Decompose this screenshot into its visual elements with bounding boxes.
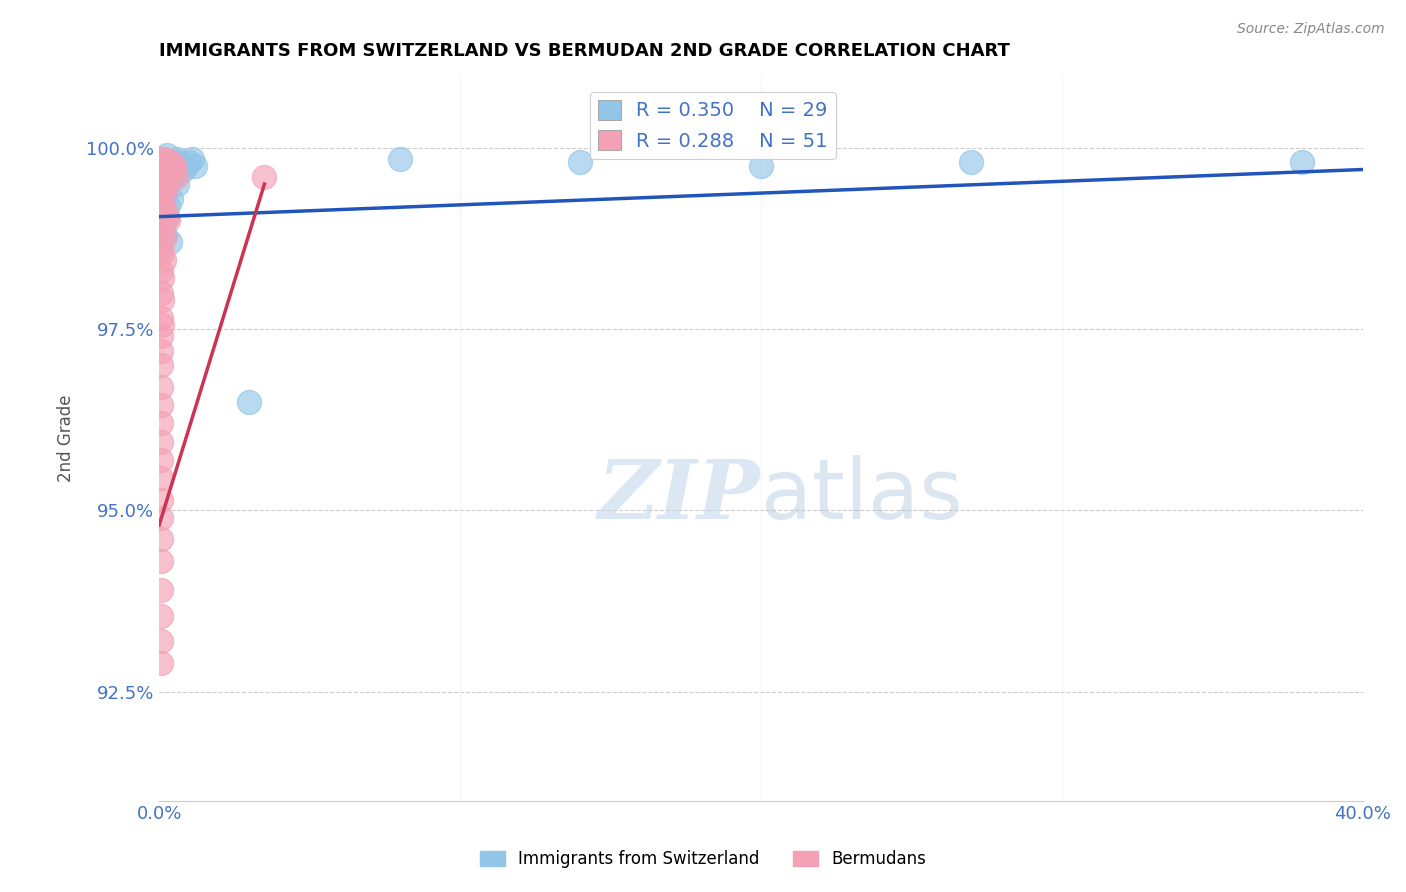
Point [152, 231, 174, 245]
Point [163, 159, 186, 173]
Point [150, 318, 173, 333]
Point [152, 253, 174, 268]
Point [157, 173, 180, 187]
Point [160, 192, 183, 206]
Point [153, 184, 176, 198]
Point [166, 152, 188, 166]
Point [157, 199, 180, 213]
Point [153, 206, 176, 220]
Y-axis label: 2nd Grade: 2nd Grade [58, 394, 75, 482]
Point [153, 152, 176, 166]
Point [149, 192, 172, 206]
Legend: R = 0.350    N = 29, R = 0.288    N = 51: R = 0.350 N = 29, R = 0.288 N = 51 [589, 92, 835, 159]
Point [569, 155, 592, 169]
Point [156, 162, 179, 177]
Point [149, 380, 172, 394]
Point [157, 169, 180, 184]
Point [149, 608, 172, 623]
Point [149, 471, 172, 485]
Point [388, 152, 411, 166]
Point [149, 434, 172, 449]
Point [157, 159, 180, 173]
Point [149, 359, 172, 373]
Text: IMMIGRANTS FROM SWITZERLAND VS BERMUDAN 2ND GRADE CORRELATION CHART: IMMIGRANTS FROM SWITZERLAND VS BERMUDAN … [159, 42, 1010, 60]
Point [149, 311, 172, 326]
Point [181, 152, 204, 166]
Point [169, 155, 191, 169]
Point [749, 159, 772, 173]
Point [163, 159, 186, 173]
Point [150, 227, 173, 242]
Point [152, 202, 174, 217]
Point [149, 398, 172, 412]
Point [150, 155, 173, 169]
Point [152, 159, 174, 173]
Point [174, 159, 197, 173]
Point [149, 656, 172, 670]
Point [149, 452, 172, 467]
Point [162, 162, 184, 177]
Point [184, 159, 207, 173]
Point [238, 394, 260, 409]
Point [149, 285, 172, 300]
Point [150, 293, 173, 307]
Point [159, 235, 181, 249]
Point [165, 169, 187, 184]
Point [172, 162, 194, 177]
Point [179, 155, 201, 169]
Point [253, 169, 276, 184]
Text: atlas: atlas [761, 456, 963, 536]
Point [156, 148, 179, 162]
Point [156, 210, 179, 224]
Point [150, 177, 173, 191]
Point [149, 220, 172, 235]
Point [149, 533, 172, 547]
Point [160, 173, 183, 187]
Point [149, 242, 172, 256]
Point [149, 492, 172, 507]
Point [150, 271, 173, 285]
Point [1291, 155, 1313, 169]
Point [149, 417, 172, 431]
Point [149, 343, 172, 358]
Point [153, 187, 176, 202]
Point [159, 166, 181, 180]
Point [149, 152, 172, 166]
Point [960, 155, 983, 169]
Point [156, 210, 179, 224]
Point [150, 152, 173, 166]
Legend: Immigrants from Switzerland, Bermudans: Immigrants from Switzerland, Bermudans [474, 844, 932, 875]
Point [149, 329, 172, 343]
Point [153, 227, 176, 242]
Point [159, 155, 181, 169]
Point [160, 155, 183, 169]
Point [149, 634, 172, 648]
Point [149, 583, 172, 598]
Point [149, 264, 172, 278]
Point [153, 159, 176, 173]
Text: ZIP: ZIP [598, 456, 761, 536]
Point [150, 246, 173, 260]
Point [149, 510, 172, 524]
Point [150, 199, 173, 213]
Point [166, 177, 188, 191]
Point [152, 180, 174, 194]
Point [157, 213, 180, 227]
Point [152, 206, 174, 220]
Point [150, 217, 173, 231]
Point [149, 554, 172, 568]
Text: Source: ZipAtlas.com: Source: ZipAtlas.com [1237, 22, 1385, 37]
